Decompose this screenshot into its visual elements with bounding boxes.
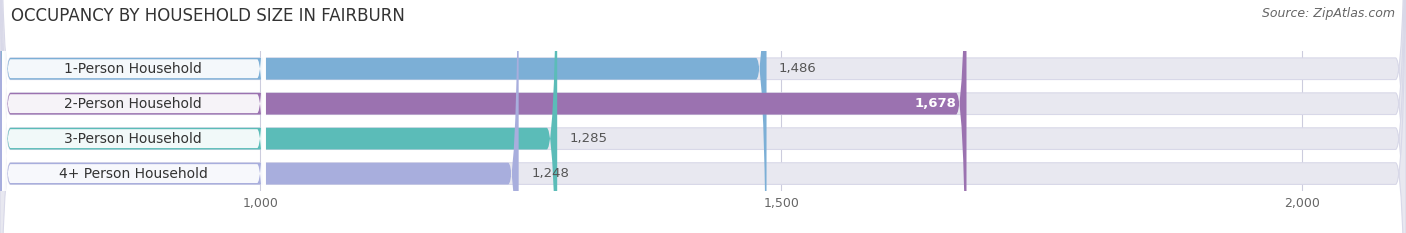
- FancyBboxPatch shape: [1, 0, 266, 233]
- Text: 2-Person Household: 2-Person Household: [65, 97, 202, 111]
- FancyBboxPatch shape: [1, 0, 266, 233]
- Text: Source: ZipAtlas.com: Source: ZipAtlas.com: [1261, 7, 1395, 20]
- Text: 1-Person Household: 1-Person Household: [65, 62, 202, 76]
- Text: 1,248: 1,248: [531, 167, 569, 180]
- FancyBboxPatch shape: [0, 0, 966, 233]
- Text: 4+ Person Household: 4+ Person Household: [59, 167, 208, 181]
- Text: 1,678: 1,678: [914, 97, 956, 110]
- FancyBboxPatch shape: [0, 0, 519, 233]
- FancyBboxPatch shape: [0, 0, 557, 233]
- FancyBboxPatch shape: [1, 0, 266, 233]
- Text: 1,486: 1,486: [779, 62, 817, 75]
- Text: 3-Person Household: 3-Person Household: [65, 132, 202, 146]
- FancyBboxPatch shape: [1, 0, 266, 233]
- FancyBboxPatch shape: [0, 0, 766, 233]
- Text: 1,285: 1,285: [569, 132, 607, 145]
- Text: OCCUPANCY BY HOUSEHOLD SIZE IN FAIRBURN: OCCUPANCY BY HOUSEHOLD SIZE IN FAIRBURN: [11, 7, 405, 25]
